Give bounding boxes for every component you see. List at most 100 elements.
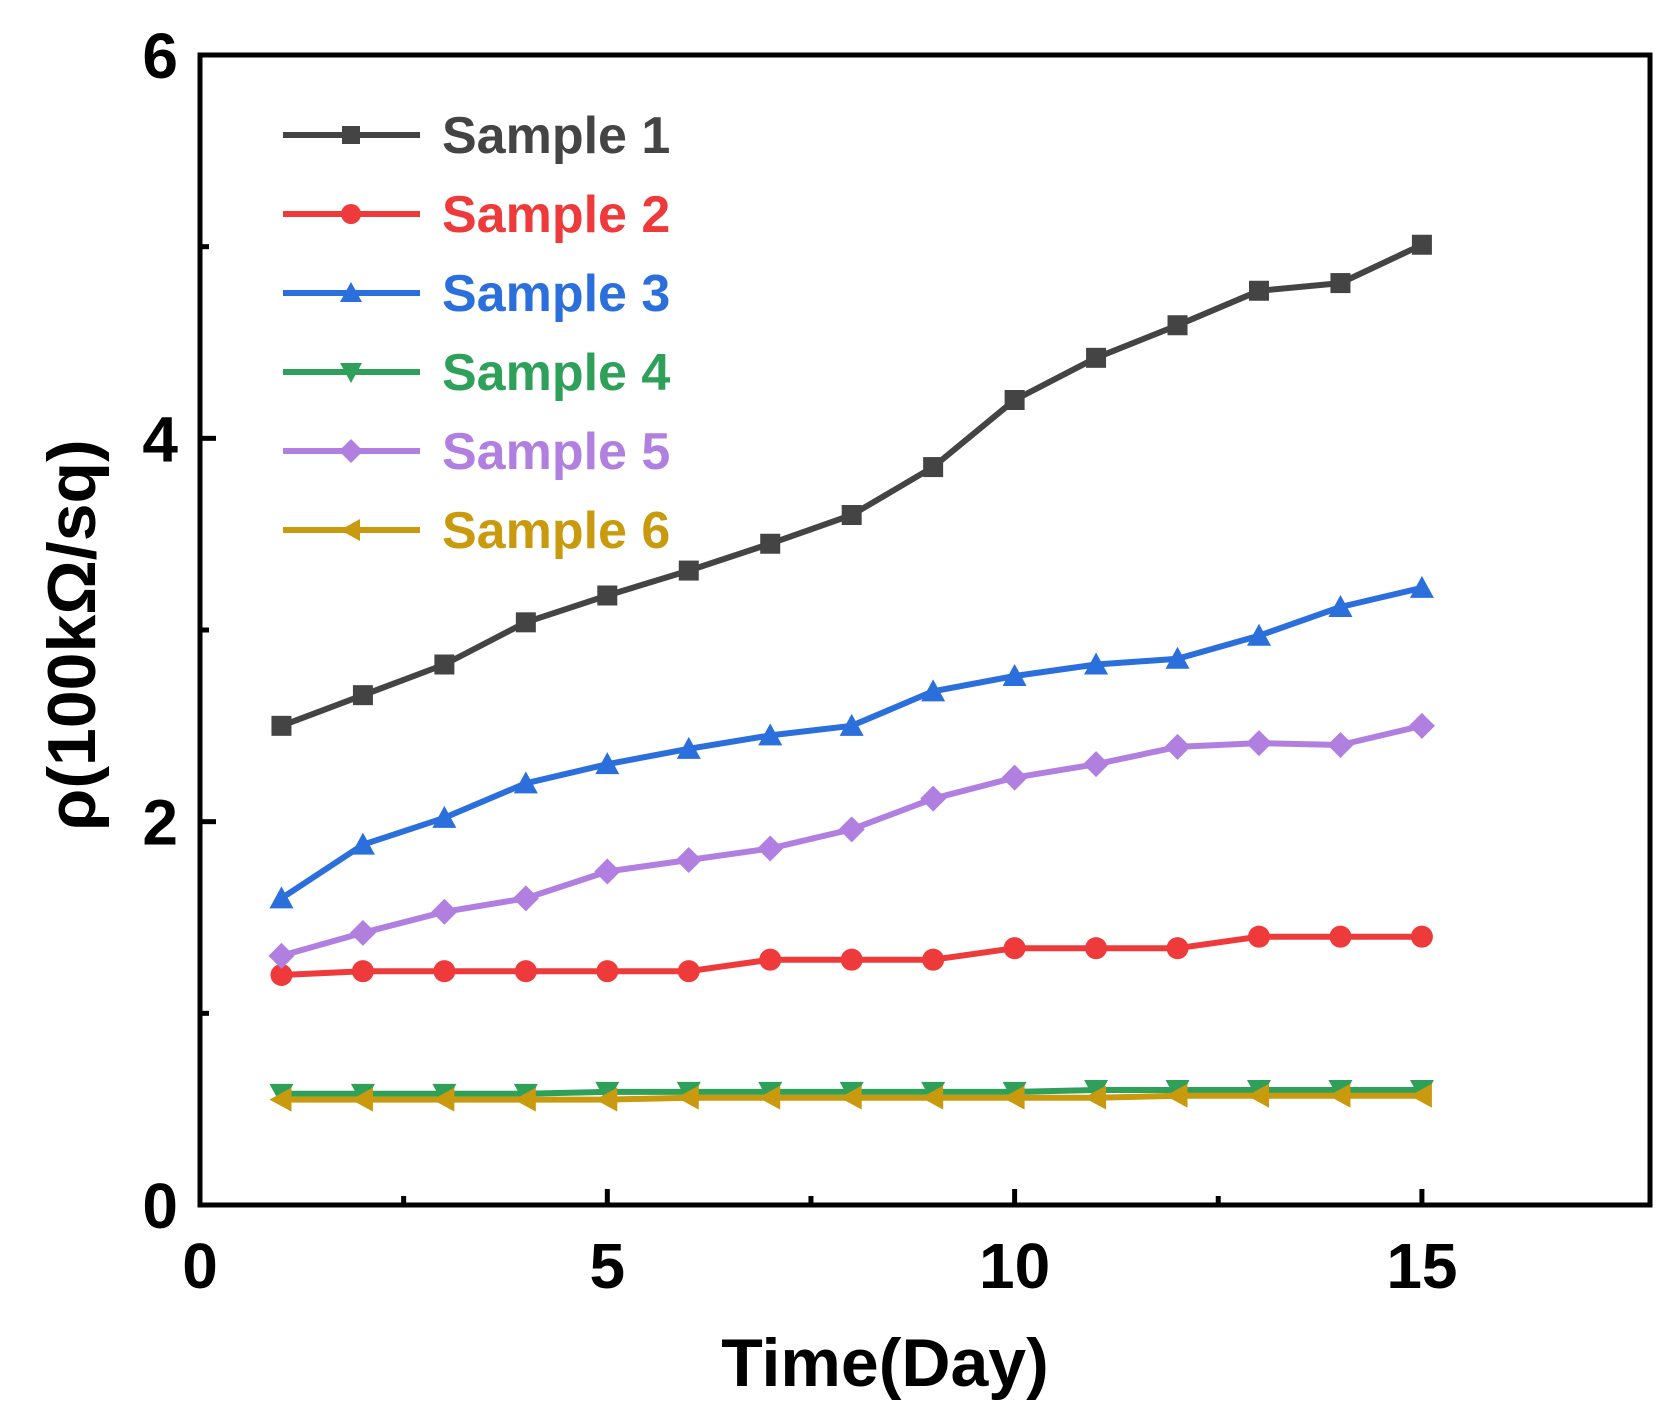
legend: Sample 1 Sample 2 Sample 3 Sample 4 Sample 5…	[283, 107, 670, 560]
data-point	[350, 832, 375, 855]
legend-marker	[339, 439, 363, 463]
data-point	[921, 679, 946, 702]
data-point	[597, 585, 618, 606]
data-point	[760, 533, 781, 554]
data-point	[1003, 937, 1026, 960]
data-point	[1247, 925, 1270, 948]
data-point	[594, 858, 621, 885]
y-axis-title: ρ(100kΩ/sq)	[34, 439, 110, 830]
legend-item: Sample 4	[283, 344, 670, 402]
data-point	[1164, 733, 1191, 760]
series-6	[269, 1083, 1432, 1112]
data-point	[676, 1085, 699, 1110]
data-point	[1411, 234, 1432, 255]
legend-item: Sample 3	[283, 265, 670, 323]
data-point	[1165, 646, 1190, 669]
data-point	[921, 1085, 944, 1110]
data-point	[434, 654, 455, 675]
data-point	[270, 964, 293, 986]
data-point	[1328, 1083, 1351, 1108]
data-point	[433, 960, 456, 983]
data-point	[1409, 575, 1434, 598]
legend-label: Sample 1	[442, 107, 670, 165]
data-point	[676, 736, 701, 759]
legend-item: Sample 2	[283, 186, 670, 244]
legend-label: Sample 3	[442, 265, 670, 323]
data-point	[1246, 1083, 1269, 1108]
data-point	[1410, 925, 1433, 948]
data-point	[268, 942, 295, 969]
data-point	[352, 685, 373, 706]
data-point	[677, 960, 700, 983]
data-point	[1084, 1085, 1107, 1110]
data-point	[432, 1087, 455, 1112]
data-point	[1248, 280, 1269, 301]
series-1	[271, 234, 1432, 736]
legend-marker	[340, 282, 362, 302]
data-point	[1084, 1080, 1109, 1102]
data-point	[675, 847, 702, 873]
x-tick-label: 15	[1386, 1230, 1457, 1302]
data-point	[923, 457, 944, 478]
data-point	[1084, 652, 1109, 675]
data-point	[595, 1087, 618, 1112]
legend-marker	[340, 363, 362, 383]
data-point	[431, 898, 458, 925]
data-point	[757, 835, 784, 862]
data-point	[351, 960, 374, 983]
data-point	[922, 948, 945, 971]
legend-marker	[341, 204, 361, 224]
data-point	[1086, 347, 1107, 368]
data-point	[515, 612, 536, 633]
data-point	[758, 1085, 781, 1110]
data-point	[1329, 925, 1352, 948]
data-point	[595, 1081, 620, 1104]
data-point	[1004, 390, 1025, 410]
series-3	[269, 575, 1434, 909]
data-point	[920, 785, 947, 812]
legend-marker	[340, 519, 360, 541]
x-axis-title: Time(Day)	[721, 1325, 1049, 1401]
axes: 0 5 10 15 0 2 4 6	[142, 20, 1653, 1302]
data-point	[1408, 712, 1435, 739]
legend-marker	[342, 126, 360, 144]
series-5	[268, 712, 1435, 969]
data-point	[1085, 937, 1108, 960]
data-point	[269, 886, 294, 909]
legend-label: Sample 2	[442, 186, 670, 244]
data-point	[1330, 273, 1351, 294]
series-layer	[268, 234, 1435, 1112]
y-tick-label: 4	[142, 403, 178, 475]
data-point	[758, 723, 783, 746]
data-point	[269, 1087, 292, 1112]
data-point	[513, 1087, 536, 1112]
x-tick-label: 0	[182, 1230, 218, 1302]
data-point	[839, 713, 864, 736]
data-point	[1002, 664, 1027, 686]
data-point	[595, 752, 620, 775]
data-point	[1409, 1083, 1432, 1108]
data-point	[1002, 1085, 1025, 1110]
data-point	[512, 885, 539, 912]
data-point	[1167, 315, 1188, 336]
y-tick-label: 2	[142, 787, 178, 859]
y-tick-label: 6	[142, 20, 178, 92]
data-point	[1245, 730, 1272, 757]
data-point	[1083, 751, 1110, 778]
y-tick-label: 0	[142, 1170, 178, 1242]
data-point	[841, 505, 862, 525]
series-2	[270, 925, 1433, 986]
data-point	[759, 948, 782, 971]
data-point	[271, 715, 292, 736]
data-point	[1246, 623, 1271, 646]
data-point	[839, 1085, 862, 1110]
legend-item: Sample 6	[283, 502, 670, 560]
legend-item: Sample 5	[283, 423, 670, 481]
legend-item: Sample 1	[283, 107, 670, 165]
data-point	[1165, 1083, 1188, 1108]
legend-label: Sample 4	[442, 344, 670, 402]
data-point	[349, 919, 376, 946]
data-point	[596, 960, 619, 983]
